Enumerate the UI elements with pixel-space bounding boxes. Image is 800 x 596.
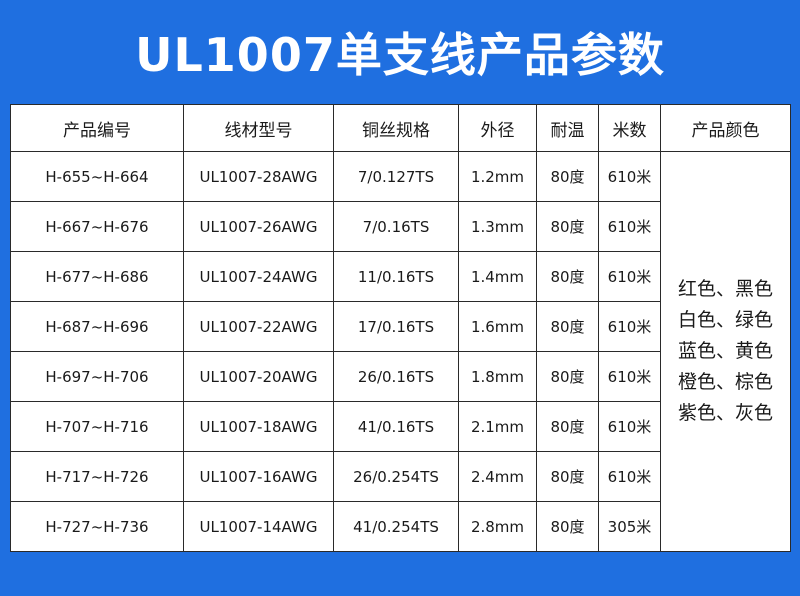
color-line: 红色、黑色 xyxy=(677,278,773,300)
cell-wire-model: UL1007-22AWG xyxy=(183,301,334,352)
cell-outer-diameter: 1.3mm xyxy=(458,201,537,252)
cell-length: 610米 xyxy=(598,151,661,202)
spec-table: 产品编号 线材型号 铜丝规格 外径 耐温 米数 产品颜色 H-655~H-664… xyxy=(10,104,791,552)
cell-length: 610米 xyxy=(598,451,661,502)
cell-copper-spec: 26/0.16TS xyxy=(333,351,459,402)
cell-temperature: 80度 xyxy=(536,501,599,552)
cell-temperature: 80度 xyxy=(536,451,599,502)
cell-outer-diameter: 1.2mm xyxy=(458,151,537,202)
cell-wire-model: UL1007-18AWG xyxy=(183,401,334,452)
page-title: UL1007单支线产品参数 xyxy=(135,28,665,82)
table-row: H-697~H-706 UL1007-20AWG 26/0.16TS 1.8mm… xyxy=(10,351,791,402)
cell-copper-spec: 7/0.127TS xyxy=(333,151,459,202)
cell-outer-diameter: 1.6mm xyxy=(458,301,537,352)
cell-product-code: H-677~H-686 xyxy=(10,251,184,302)
table-row: H-727~H-736 UL1007-14AWG 41/0.254TS 2.8m… xyxy=(10,501,791,552)
header-outer-diameter: 外径 xyxy=(458,104,537,152)
cell-product-code: H-697~H-706 xyxy=(10,351,184,402)
header-product-code: 产品编号 xyxy=(10,104,184,152)
table-row: H-687~H-696 UL1007-22AWG 17/0.16TS 1.6mm… xyxy=(10,301,791,352)
cell-length: 610米 xyxy=(598,251,661,302)
color-line: 橙色、棕色 xyxy=(677,371,773,393)
cell-wire-model: UL1007-26AWG xyxy=(183,201,334,252)
cell-temperature: 80度 xyxy=(536,201,599,252)
cell-product-code: H-687~H-696 xyxy=(10,301,184,352)
cell-colors: 红色、黑色 白色、绿色 蓝色、黄色 橙色、棕色 紫色、灰色 xyxy=(660,151,791,552)
color-line: 紫色、灰色 xyxy=(677,402,773,424)
cell-copper-spec: 17/0.16TS xyxy=(333,301,459,352)
table-row: H-677~H-686 UL1007-24AWG 11/0.16TS 1.4mm… xyxy=(10,251,791,302)
cell-outer-diameter: 2.4mm xyxy=(458,451,537,502)
cell-copper-spec: 41/0.254TS xyxy=(333,501,459,552)
table-row: H-717~H-726 UL1007-16AWG 26/0.254TS 2.4m… xyxy=(10,451,791,502)
color-line: 白色、绿色 xyxy=(677,309,773,331)
cell-copper-spec: 11/0.16TS xyxy=(333,251,459,302)
cell-wire-model: UL1007-28AWG xyxy=(183,151,334,202)
cell-outer-diameter: 2.1mm xyxy=(458,401,537,452)
cell-length: 610米 xyxy=(598,401,661,452)
cell-wire-model: UL1007-14AWG xyxy=(183,501,334,552)
cell-copper-spec: 7/0.16TS xyxy=(333,201,459,252)
cell-copper-spec: 26/0.254TS xyxy=(333,451,459,502)
table-row: H-707~H-716 UL1007-18AWG 41/0.16TS 2.1mm… xyxy=(10,401,791,452)
cell-length: 610米 xyxy=(598,201,661,252)
cell-length: 610米 xyxy=(598,351,661,402)
table-row: H-667~H-676 UL1007-26AWG 7/0.16TS 1.3mm … xyxy=(10,201,791,252)
header-wire-model: 线材型号 xyxy=(183,104,334,152)
header-length: 米数 xyxy=(598,104,661,152)
cell-outer-diameter: 2.8mm xyxy=(458,501,537,552)
color-line: 蓝色、黄色 xyxy=(677,340,773,362)
cell-copper-spec: 41/0.16TS xyxy=(333,401,459,452)
cell-temperature: 80度 xyxy=(536,401,599,452)
table-header-row: 产品编号 线材型号 铜丝规格 外径 耐温 米数 产品颜色 xyxy=(10,104,791,152)
cell-temperature: 80度 xyxy=(536,151,599,202)
cell-outer-diameter: 1.8mm xyxy=(458,351,537,402)
cell-temperature: 80度 xyxy=(536,351,599,402)
cell-length: 305米 xyxy=(598,501,661,552)
cell-product-code: H-717~H-726 xyxy=(10,451,184,502)
cell-temperature: 80度 xyxy=(536,251,599,302)
header-copper-spec: 铜丝规格 xyxy=(333,104,459,152)
spec-table-container: 产品编号 线材型号 铜丝规格 外径 耐温 米数 产品颜色 H-655~H-664… xyxy=(10,104,791,552)
cell-product-code: H-655~H-664 xyxy=(10,151,184,202)
cell-wire-model: UL1007-20AWG xyxy=(183,351,334,402)
header-colors: 产品颜色 xyxy=(660,104,791,152)
cell-wire-model: UL1007-24AWG xyxy=(183,251,334,302)
cell-temperature: 80度 xyxy=(536,301,599,352)
table-row: H-655~H-664 UL1007-28AWG 7/0.127TS 1.2mm… xyxy=(10,151,791,552)
cell-product-code: H-667~H-676 xyxy=(10,201,184,252)
cell-outer-diameter: 1.4mm xyxy=(458,251,537,302)
cell-product-code: H-727~H-736 xyxy=(10,501,184,552)
cell-length: 610米 xyxy=(598,301,661,352)
cell-wire-model: UL1007-16AWG xyxy=(183,451,334,502)
cell-product-code: H-707~H-716 xyxy=(10,401,184,452)
header-temperature: 耐温 xyxy=(536,104,599,152)
